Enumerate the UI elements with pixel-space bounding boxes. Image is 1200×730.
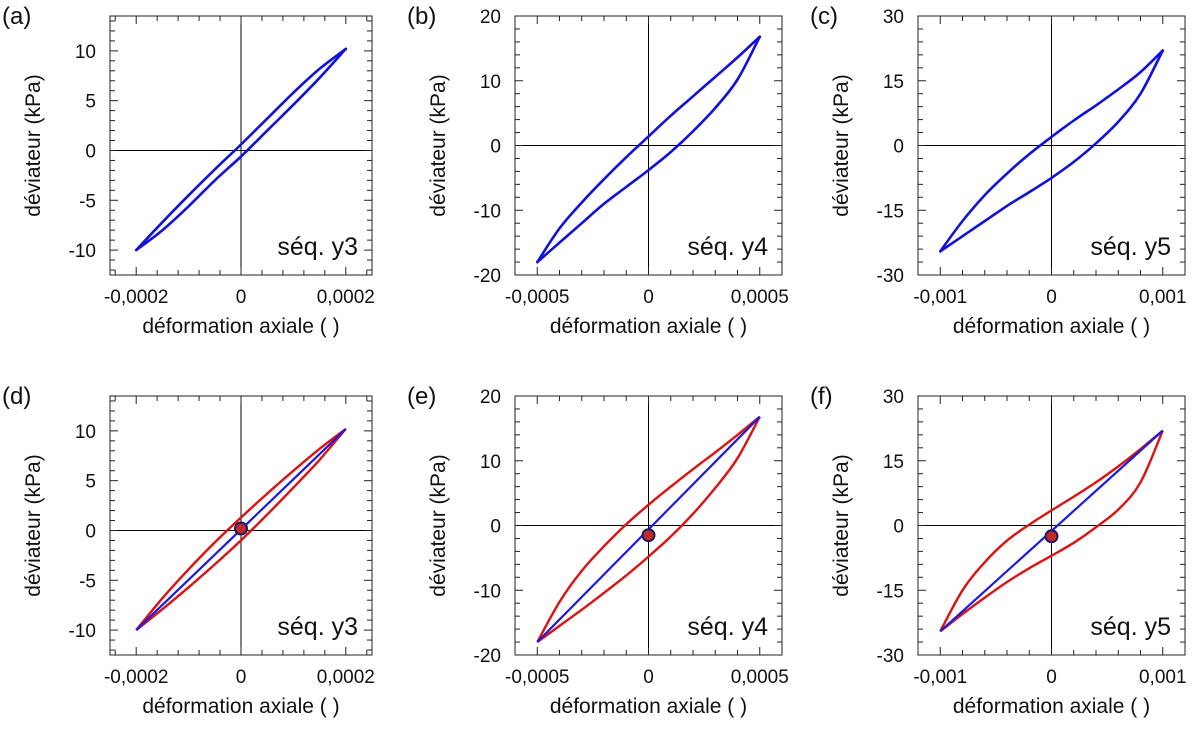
x-tick-label: 0 [1046,287,1057,308]
panel-letter: (b) [407,3,436,30]
y-tick-label: -30 [877,266,904,287]
panel-d: -0,0002 0 0,0002 -10 -5 0 5 10 déformation axial… [2,383,375,718]
y-tick-label: 20 [480,7,501,28]
x-tick-label: -0,0002 [104,287,168,308]
sequence-label: séq. y4 [687,233,768,261]
origin-marker [234,521,248,536]
panel-c: -0,001 0 0,001 -30 -15 0 15 30 déformation axial… [810,3,1187,338]
panel-letter: (a) [2,3,31,30]
y-axis-title: déviateur (kPa) [830,74,853,216]
panel-letter: (e) [407,383,436,410]
y-tick-label: -5 [79,571,96,592]
x-tick-label: -0,001 [913,287,967,308]
y-tick-label: -20 [474,266,501,287]
model-loop-lower [939,430,1164,633]
y-tick-label: 10 [480,452,501,473]
panel-b: -0,0005 0 0,0005 -20 -10 0 10 20 déformation axi… [407,3,789,338]
y-axis-title: déviateur (kPa) [427,74,450,216]
y-tick-label: 0 [893,137,904,158]
panel-a: -0,0002 0 0,0002 -10 -5 0 5 10 déformation axial… [2,3,375,338]
measured-curve-unloading [536,35,762,264]
model-loop-lower [135,428,347,632]
y-tick-label: -10 [474,201,501,222]
y-tick-label: 5 [85,92,96,113]
panel-f: -0,001 0 0,001 -30 -15 0 15 30 déformation axial… [810,383,1187,718]
x-tick-label: -0,001 [913,667,967,688]
x-tick-label: 0,0005 [731,667,789,688]
measured-curve-loading [536,35,762,264]
measured-curve-unloading [939,49,1165,253]
y-tick-label: 0 [490,517,501,538]
y-tick-label: 15 [883,452,904,473]
sequence-label: séq. y5 [1090,233,1171,261]
x-tick-label: 0,0002 [317,287,375,308]
y-tick-label: -10 [69,621,96,642]
y-tick-label: -20 [474,646,501,667]
model-loop-upper [939,429,1164,632]
x-axis-title: déformation axiale ( ) [953,695,1150,718]
y-axis-title: déviateur (kPa) [830,454,853,596]
sequence-label: séq. y5 [1090,613,1171,641]
y-tick-label: 10 [75,422,96,443]
x-axis-title: déformation axiale ( ) [142,695,339,718]
y-tick-label: 30 [883,7,904,28]
sequence-label: séq. y4 [687,613,768,641]
y-tick-label: 20 [480,387,501,408]
y-tick-label: -30 [877,646,904,667]
y-axis-title: déviateur (kPa) [427,454,450,596]
panel-e: -0,0005 0 0,0005 -20 -10 0 10 20 déformation axi… [407,383,789,718]
y-tick-label: 30 [883,387,904,408]
y-tick-label: -10 [69,241,96,262]
x-tick-label: 0 [1046,667,1057,688]
x-axis-title: déformation axiale ( ) [550,315,747,338]
x-tick-label: 0 [643,667,654,688]
x-tick-label: 0,001 [1139,287,1187,308]
x-tick-label: 0,0005 [731,287,789,308]
y-tick-label: 5 [85,472,96,493]
x-tick-label: -0,0005 [505,287,569,308]
y-tick-label: -15 [877,581,904,602]
y-tick-label: -10 [474,581,501,602]
y-tick-label: 10 [480,72,501,93]
sequence-label: séq. y3 [277,233,358,261]
y-tick-label: 0 [85,141,96,162]
x-axis-title: déformation axiale ( ) [550,695,747,718]
x-tick-label: -0,0005 [505,667,569,688]
x-tick-label: -0,0002 [104,667,168,688]
x-tick-label: 0 [236,667,247,688]
panel-letter: (c) [810,3,838,30]
x-axis-title: déformation axiale ( ) [142,315,339,338]
x-tick-label: 0 [236,287,247,308]
y-tick-label: 0 [893,517,904,538]
y-tick-label: 15 [883,72,904,93]
origin-marker [1044,529,1059,544]
model-loop-upper [135,427,347,631]
model-loop-lower [536,416,761,643]
origin-marker [641,528,656,543]
panel-letter: (d) [2,383,31,410]
y-axis-title: déviateur (kPa) [22,454,45,596]
measured-curve-unloading [134,47,348,252]
panel-letter: (f) [810,383,833,410]
y-tick-label: 0 [490,137,501,158]
x-axis-title: déformation axiale ( ) [953,315,1150,338]
y-tick-label: 0 [85,521,96,542]
measured-curve-loading [134,47,348,252]
measured-curve-loading [939,49,1165,253]
x-tick-label: 0 [643,287,654,308]
x-tick-label: 0,001 [1139,667,1187,688]
y-tick-label: -15 [877,201,904,222]
y-tick-label: -5 [79,191,96,212]
sequence-label: séq. y3 [277,613,358,641]
y-axis-title: déviateur (kPa) [22,74,45,216]
x-tick-label: 0,0002 [317,667,375,688]
model-loop-upper [536,415,761,643]
y-tick-label: 10 [75,42,96,63]
